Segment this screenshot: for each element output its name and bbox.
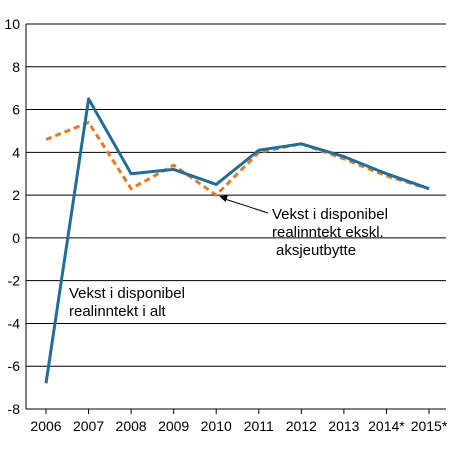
x-tick-label: 2009	[158, 418, 189, 434]
series-line-excl-dividends	[45, 120, 430, 197]
annotations: Vekst i disponibel realinntekt i alt Vek…	[69, 195, 392, 320]
y-tick-label: -6	[8, 358, 21, 374]
y-tick-label: 10	[4, 16, 20, 32]
x-tick-label: 2014*	[368, 418, 405, 434]
y-tick-labels: -8 -6 -4 -2 0 2 4 6 8 10	[4, 16, 20, 417]
x-tick-label: 2013	[328, 418, 359, 434]
annotation-excl-line-1: Vekst i disponibel	[272, 206, 388, 223]
x-tick-label: 2012	[286, 418, 317, 434]
x-tick-label: 2006	[30, 418, 61, 434]
annotation-arrow-line	[225, 198, 269, 214]
annotation-excl-label: Vekst i disponibel realinntekt ekskl. ak…	[272, 206, 392, 259]
x-tick-label: 2015*	[411, 418, 448, 434]
y-tick-label: 4	[12, 144, 20, 160]
x-tick-label: 2010	[201, 418, 232, 434]
annotation-excl-line-2: realinntekt ekskl.	[272, 224, 384, 241]
annotation-total-line-1: Vekst i disponibel	[69, 285, 185, 302]
y-tick-label: -8	[8, 401, 21, 417]
x-tick-label: 2007	[73, 418, 104, 434]
x-tick-label: 2008	[116, 418, 147, 434]
y-tick-label: -4	[8, 315, 21, 331]
annotation-total-label: Vekst i disponibel realinntekt i alt	[69, 285, 189, 320]
annotation-total-line-2: realinntekt i alt	[69, 303, 167, 320]
y-tick-label: 6	[12, 102, 20, 118]
x-tick-label: 2011	[244, 418, 274, 434]
y-tick-label: 0	[12, 230, 20, 246]
y-tick-label: 2	[12, 187, 20, 203]
annotation-excl-line-3: aksjeutbytte	[276, 242, 356, 259]
y-tick-label: -2	[8, 273, 21, 289]
series-lines	[44, 97, 430, 384]
axes	[25, 24, 446, 410]
x-tick-labels: 2006 2007 2008 2009 2010 2011 2012 2013 2014* 201…	[30, 409, 448, 434]
y-tick-label: 8	[12, 59, 20, 75]
annotation-arrowhead	[219, 195, 228, 202]
series-line-total	[44, 97, 430, 384]
